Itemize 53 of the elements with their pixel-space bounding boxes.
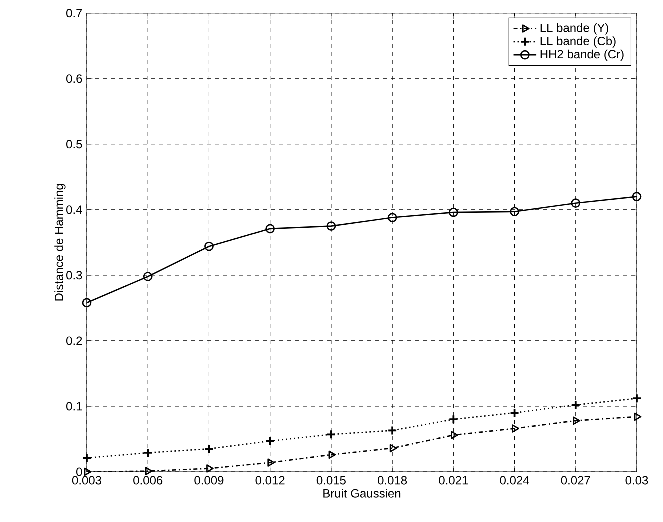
y-tick-label: 0.2 xyxy=(66,336,82,346)
x-tick-label: 0.027 xyxy=(561,476,590,485)
legend-label: LL bande (Cb) xyxy=(540,36,616,48)
point xyxy=(143,272,153,282)
x-tick-label: 0.006 xyxy=(134,476,163,485)
point xyxy=(82,453,92,464)
point xyxy=(512,424,520,433)
y-tick-label: 0.3 xyxy=(66,271,82,280)
point xyxy=(388,426,398,436)
y-tick-label: 0.4 xyxy=(66,206,82,214)
point xyxy=(145,467,153,476)
point xyxy=(328,450,336,460)
x-tick-label: 0.024 xyxy=(500,476,530,485)
x-tick-label: 0.021 xyxy=(439,476,468,485)
y-tick-label: 0.7 xyxy=(66,9,82,18)
x-tick-label: 0.003 xyxy=(72,476,102,485)
x-tick-label: 0.009 xyxy=(194,476,224,485)
point xyxy=(326,222,336,231)
point xyxy=(143,448,154,458)
point xyxy=(448,414,459,425)
y-axis-title: Distance de Hamming xyxy=(54,184,66,301)
point xyxy=(266,224,276,234)
x-tick-label: 0.015 xyxy=(316,476,346,485)
point xyxy=(632,192,642,202)
y-tick-label: 0.5 xyxy=(66,140,82,149)
x-tick-label: 0.03 xyxy=(626,476,648,485)
point xyxy=(268,458,276,467)
y-tick-label: 0.1 xyxy=(66,402,82,411)
point xyxy=(82,298,92,308)
point xyxy=(451,431,458,440)
point xyxy=(204,444,214,454)
point xyxy=(204,242,214,252)
y-tick-label: 0.6 xyxy=(66,74,82,84)
point xyxy=(265,436,276,446)
point xyxy=(388,213,398,222)
point xyxy=(390,444,398,453)
point xyxy=(206,464,214,473)
point xyxy=(632,394,642,404)
point xyxy=(634,412,642,422)
point xyxy=(84,468,92,476)
point xyxy=(573,416,581,426)
point xyxy=(326,430,336,440)
legend-label: LL bande (Y) xyxy=(540,24,608,35)
point xyxy=(449,208,458,218)
legend-label: HH2 bande (Cr) xyxy=(540,50,624,62)
point xyxy=(510,207,520,217)
x-tick-label: 0.018 xyxy=(378,476,408,485)
point xyxy=(510,408,520,418)
x-axis-title: Bruit Gaussien xyxy=(324,489,401,498)
point xyxy=(570,400,581,410)
x-tick-label: 0.012 xyxy=(256,476,285,485)
point xyxy=(571,198,581,208)
y-tick-label: 0 xyxy=(76,468,82,476)
